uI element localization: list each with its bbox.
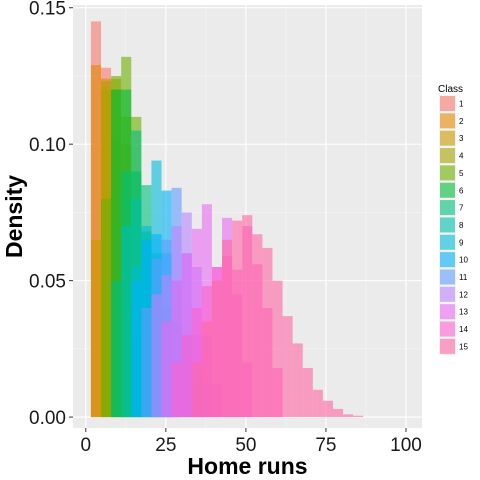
legend-swatch xyxy=(440,200,455,216)
bar-class-15 xyxy=(353,415,364,418)
legend-label: 14 xyxy=(459,325,468,334)
legend-swatch xyxy=(440,252,455,268)
bar-class-8 xyxy=(121,226,132,418)
bar-class-15 xyxy=(232,220,243,418)
legend-swatch xyxy=(440,96,455,111)
x-axis: 0 25 50 75 100 xyxy=(81,428,422,456)
bar-class-15 xyxy=(282,316,293,418)
y-tick-label: 0.05 xyxy=(29,272,66,293)
y-tick-label: 0.00 xyxy=(29,408,66,429)
legend-label: 3 xyxy=(459,134,464,143)
bar-class-15 xyxy=(262,247,273,418)
legend-swatch xyxy=(440,130,455,146)
bar-class-15 xyxy=(222,239,233,418)
legend-label: 7 xyxy=(459,204,464,213)
legend-swatch xyxy=(440,304,455,320)
legend-swatch xyxy=(440,148,455,164)
bar-class-15 xyxy=(292,343,303,418)
x-tick-label: 0 xyxy=(81,435,92,456)
bar-class-7 xyxy=(111,280,122,418)
bar-class-13 xyxy=(161,321,172,418)
legend-swatch xyxy=(440,113,455,129)
y-tick-label: 0.10 xyxy=(29,135,66,156)
y-axis: 0.00 0.05 0.10 0.15 xyxy=(29,0,73,429)
legend-label: 8 xyxy=(459,221,464,230)
bar-class-15 xyxy=(312,389,323,418)
legend-swatch xyxy=(440,182,455,198)
legend-swatch xyxy=(440,234,455,250)
bars-layer xyxy=(90,21,364,418)
legend-title: Class xyxy=(438,84,463,95)
x-axis-title: Home runs xyxy=(187,453,307,479)
bar-class-15 xyxy=(343,414,354,418)
legend-label: 2 xyxy=(459,117,464,126)
y-tick-label: 0.15 xyxy=(29,0,66,20)
bar-class-15 xyxy=(272,280,283,418)
bar-class-6 xyxy=(111,89,122,418)
x-tick-label: 25 xyxy=(155,435,176,456)
legend-swatch xyxy=(440,286,455,302)
legend-label: 10 xyxy=(459,256,468,265)
legend-swatch xyxy=(440,321,455,337)
bar-class-15 xyxy=(242,215,253,418)
legend-label: 15 xyxy=(459,342,468,351)
bar-class-5 xyxy=(101,198,112,418)
legend-swatch xyxy=(440,165,455,181)
legend-label: 6 xyxy=(459,186,464,195)
legend-swatch xyxy=(440,217,455,233)
bar-class-15 xyxy=(211,280,223,418)
series-class-15 xyxy=(191,215,364,418)
bar-class-14 xyxy=(181,335,192,418)
bar-class-3 xyxy=(90,239,102,418)
bar-class-15 xyxy=(252,234,263,418)
legend-label: 4 xyxy=(459,152,464,161)
legend-label: 1 xyxy=(459,100,464,109)
x-tick-label: 100 xyxy=(390,435,422,456)
legend-label: 11 xyxy=(459,273,468,282)
bar-class-15 xyxy=(201,321,212,418)
legend-swatch xyxy=(440,338,455,354)
bar-class-15 xyxy=(332,408,344,418)
bar-class-15 xyxy=(322,400,333,418)
legend-label: 5 xyxy=(459,169,464,178)
bar-class-11 xyxy=(141,307,152,418)
legend-label: 12 xyxy=(459,290,468,299)
bar-class-13 xyxy=(171,280,182,418)
x-tick-label: 75 xyxy=(315,435,336,456)
legend-label: 13 xyxy=(459,308,468,317)
bar-class-14 xyxy=(171,362,182,418)
bar-class-15 xyxy=(302,367,313,418)
x-tick-label: 50 xyxy=(235,435,256,456)
y-axis-title: Density xyxy=(1,175,27,258)
bar-class-12 xyxy=(151,294,162,418)
bar-class-15 xyxy=(191,362,202,418)
bar-class-10 xyxy=(131,280,142,418)
legend-swatch xyxy=(440,269,455,285)
legend-label: 9 xyxy=(459,238,464,247)
